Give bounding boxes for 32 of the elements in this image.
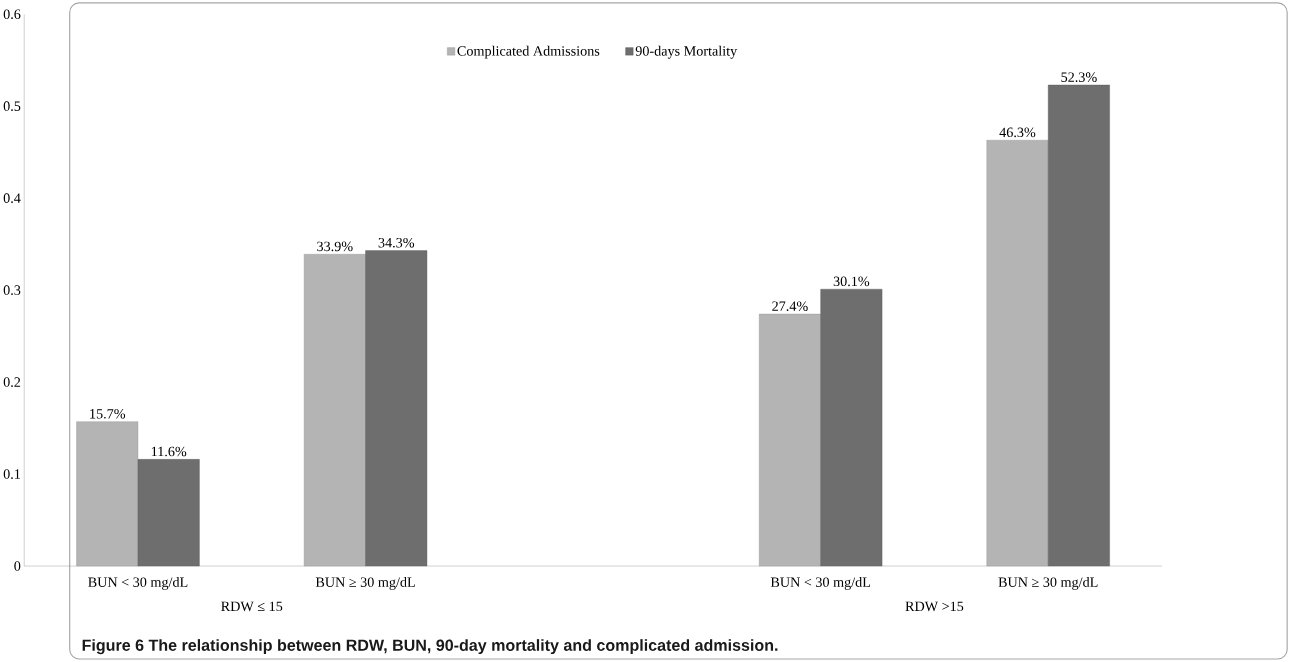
bar (303, 254, 366, 567)
text: RDW ≤ 15 (221, 601, 283, 612)
data-label: 15.7% (90, 409, 126, 419)
data-label: 52.3% (1061, 72, 1097, 83)
y-tick-label: 0 (14, 561, 21, 571)
y-tick-label: 0.3 (3, 285, 21, 296)
bar (76, 421, 139, 567)
bar (820, 289, 883, 567)
legend-label: 90-days Mortality (635, 45, 738, 59)
x-tick-label: BUN ≥ 30 mg/dL (315, 577, 415, 590)
data-label: 33.9% (317, 241, 353, 252)
data-label: 27.4% (772, 301, 808, 312)
caption: Figure 6 The relationship between RDW, BUN, 90-day mortality and complicated admission. (82, 639, 778, 655)
x-tick-label: BUN < 30 mg/dL (770, 577, 871, 590)
x-tick-label: BUN ≥ 30 mg/dL (998, 577, 1098, 590)
y-tick-label: 0.1 (3, 469, 21, 479)
data-label: 11.6% (151, 446, 187, 457)
bar (1048, 84, 1110, 567)
data-label: 46.3% (999, 127, 1036, 138)
bar (986, 140, 1049, 567)
text: RDW >15 (905, 601, 964, 612)
data-label: 34.3% (378, 238, 415, 248)
legend-label: Complicated Admissions (457, 45, 600, 59)
y-tick-label: 0.2 (3, 377, 21, 388)
y-tick-label: 0.6 (3, 9, 21, 20)
bar (137, 459, 200, 567)
y-tick-label: 0.5 (3, 101, 21, 112)
bar (365, 250, 428, 567)
data-label: 30.1% (833, 276, 870, 287)
y-tick-label: 0.4 (3, 193, 21, 204)
x-tick-label: BUN < 30 mg/dL (88, 577, 188, 590)
bar (759, 313, 821, 567)
